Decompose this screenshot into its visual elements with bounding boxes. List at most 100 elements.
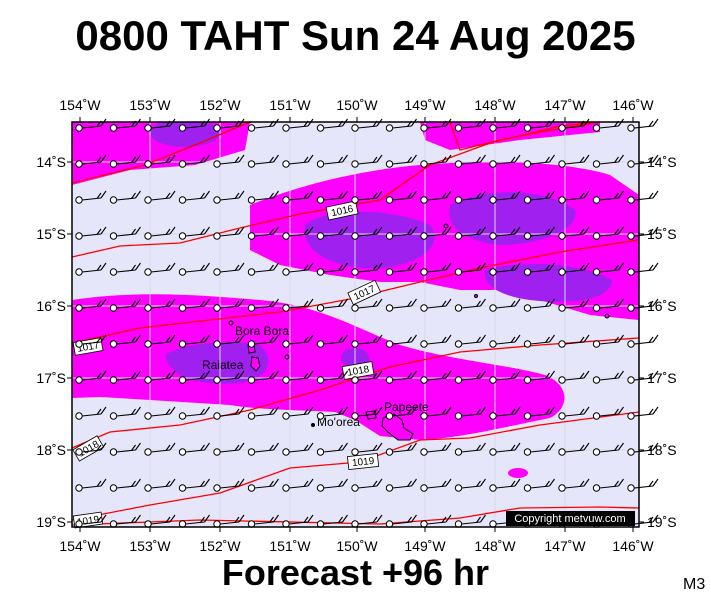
wind-barb bbox=[178, 262, 210, 276]
wind-barb bbox=[558, 406, 590, 420]
wind-barb bbox=[420, 478, 452, 492]
wind-barb bbox=[351, 406, 383, 420]
wind-barb bbox=[213, 154, 245, 168]
wind-barb bbox=[178, 190, 210, 204]
wind-barb bbox=[75, 190, 107, 204]
wind-barb bbox=[454, 334, 486, 348]
longitude-label-bottom: 148˚W bbox=[474, 538, 516, 554]
wind-barb bbox=[627, 334, 659, 348]
model-id-label: M3 bbox=[683, 576, 706, 593]
wind-barb bbox=[489, 154, 521, 168]
wind-barb bbox=[420, 406, 452, 420]
latitude-label-right: 19˚S bbox=[647, 514, 677, 530]
latitude-label-right: 18˚S bbox=[647, 442, 677, 458]
wind-barb bbox=[316, 154, 348, 168]
wind-barb bbox=[489, 226, 521, 240]
wind-barb bbox=[489, 370, 521, 384]
copyright-box: Copyright metvuw.com bbox=[506, 511, 635, 526]
wind-barb bbox=[109, 154, 141, 168]
wind-barb bbox=[316, 406, 348, 420]
wind-barb bbox=[489, 298, 521, 312]
latitude-label-left: 15˚S bbox=[36, 226, 66, 242]
wind-barb bbox=[627, 226, 659, 240]
svg-text:1018: 1018 bbox=[346, 364, 370, 379]
map-frame bbox=[71, 121, 640, 528]
wind-barb bbox=[489, 190, 521, 204]
wind-barb bbox=[420, 190, 452, 204]
longitude-label-top: 149˚W bbox=[404, 97, 446, 113]
wind-barb bbox=[351, 370, 383, 384]
wind-barb bbox=[282, 154, 314, 168]
wind-barb bbox=[385, 406, 417, 420]
longitude-label-top: 148˚W bbox=[474, 97, 516, 113]
wind-barb bbox=[316, 190, 348, 204]
wind-barb bbox=[316, 370, 348, 384]
wind-barb bbox=[592, 406, 624, 420]
wind-barb bbox=[213, 334, 245, 348]
latitude-label-left: 16˚S bbox=[36, 298, 66, 314]
wind-barb bbox=[178, 298, 210, 312]
wind-barb bbox=[75, 442, 107, 456]
longitude-label-bottom: 150˚W bbox=[336, 538, 378, 554]
wind-barb bbox=[282, 262, 314, 276]
wind-barb bbox=[144, 334, 176, 348]
wind-barb bbox=[75, 298, 107, 312]
latitude-label-left: 19˚S bbox=[36, 514, 66, 530]
wind-barb bbox=[351, 154, 383, 168]
longitude-label-bottom: 146˚W bbox=[612, 538, 654, 554]
island-tahiti bbox=[381, 413, 414, 441]
wind-barb bbox=[247, 262, 279, 276]
wind-barb bbox=[351, 190, 383, 204]
wind-barb bbox=[109, 370, 141, 384]
wind-barb bbox=[247, 478, 279, 492]
wind-barb bbox=[385, 514, 417, 528]
wind-barbs bbox=[75, 118, 659, 528]
wind-barb bbox=[109, 262, 141, 276]
town-marker bbox=[311, 423, 315, 427]
wind-barb bbox=[282, 406, 314, 420]
wind-barb bbox=[420, 442, 452, 456]
wind-barb bbox=[75, 370, 107, 384]
latitude-label-right: 17˚S bbox=[647, 370, 677, 386]
wind-barb bbox=[592, 478, 624, 492]
wind-barb bbox=[178, 442, 210, 456]
wind-barb bbox=[178, 478, 210, 492]
wind-barb bbox=[282, 226, 314, 240]
wind-barb bbox=[523, 334, 555, 348]
wind-barb bbox=[558, 262, 590, 276]
wind-barb bbox=[592, 118, 624, 132]
wind-barb bbox=[489, 262, 521, 276]
wind-barb bbox=[213, 370, 245, 384]
wind-barb bbox=[454, 262, 486, 276]
wind-barb bbox=[454, 298, 486, 312]
wind-barb bbox=[558, 190, 590, 204]
wind-barb bbox=[316, 478, 348, 492]
longitude-label-top: 153˚W bbox=[129, 97, 171, 113]
longitude-label-top: 150˚W bbox=[336, 97, 378, 113]
wind-barb bbox=[523, 298, 555, 312]
wind-barb bbox=[592, 154, 624, 168]
wind-barb bbox=[558, 154, 590, 168]
wind-barb bbox=[558, 226, 590, 240]
wind-barb bbox=[420, 226, 452, 240]
wind-barb bbox=[385, 226, 417, 240]
wind-barb bbox=[523, 370, 555, 384]
wind-barb bbox=[351, 442, 383, 456]
wind-barb bbox=[282, 190, 314, 204]
wind-barb bbox=[523, 442, 555, 456]
wind-barb bbox=[144, 298, 176, 312]
wind-barb bbox=[351, 298, 383, 312]
wind-barb bbox=[178, 226, 210, 240]
wind-barb bbox=[385, 298, 417, 312]
latitude-label-left: 18˚S bbox=[36, 442, 66, 458]
wind-barb bbox=[144, 514, 176, 528]
wind-barb bbox=[523, 262, 555, 276]
wind-barb bbox=[247, 154, 279, 168]
wind-barb bbox=[592, 262, 624, 276]
wind-barb bbox=[351, 262, 383, 276]
wind-barb bbox=[213, 298, 245, 312]
wind-barb bbox=[523, 478, 555, 492]
wind-barb bbox=[144, 118, 176, 132]
wind-barb bbox=[558, 298, 590, 312]
wind-barb bbox=[627, 154, 659, 168]
